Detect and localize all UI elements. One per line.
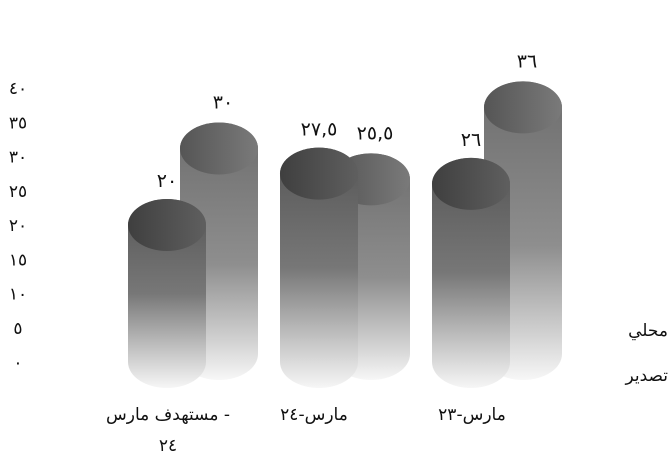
category-labels: مارس-٢٣ مارس-٢٤ مستهدف مارس - ٢٤ [106,405,506,456]
data-label-local: ٢٦ [461,129,481,151]
y-tick-label: ١٠ [9,285,27,305]
y-tick-label: ٣٥ [9,113,27,133]
legend-entry: محلي [628,321,668,341]
bar-local [432,157,510,388]
y-tick-label: ٤٠ [9,79,27,99]
category-label: مارس-٢٤ [280,405,348,425]
y-tick-label: ٥ [13,319,22,339]
data-label-export: ٢٥,٥ [357,122,394,144]
category-label: مارس-٢٣ [438,405,506,425]
bar-local [128,199,206,388]
bars: ٣٦ ٢٦ ٢٥,٥ ٢٧,٥ ٣٠ ٢٠ [128,50,562,388]
legend: محلي تصدير [624,321,668,386]
y-tick-label: ٠ [13,353,22,373]
y-tick-label: ١٥ [9,250,27,270]
category-label: مستهدف مارس - [106,405,230,425]
legend-entry: تصدير [624,366,668,386]
bar-local [280,147,358,388]
category-label: ٢٤ [159,436,177,456]
y-tick-label: ٢٥ [9,182,27,202]
data-label-local: ٢٧,٥ [301,119,338,141]
y-axis: ٠ ٥ ١٠ ١٥ ٢٠ ٢٥ ٣٠ ٣٥ ٤٠ [9,79,27,373]
data-label-export: ٣٦ [517,50,537,72]
y-tick-label: ٣٠ [9,148,27,168]
data-label-export: ٣٠ [213,92,233,114]
y-tick-label: ٢٠ [9,216,27,236]
data-label-local: ٢٠ [157,170,177,192]
